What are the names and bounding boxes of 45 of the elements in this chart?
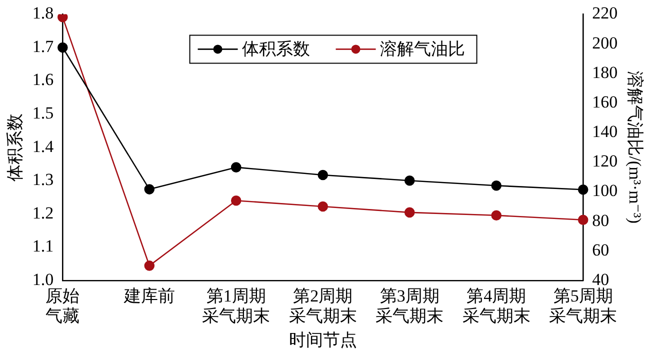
point (144, 260, 155, 271)
point (578, 214, 588, 225)
point (318, 201, 328, 212)
point (404, 207, 415, 218)
y-tick-label: 1.7 (32, 36, 54, 56)
point (144, 184, 155, 194)
y-tick-label: 1.6 (32, 70, 54, 90)
point (491, 210, 502, 221)
x-tick-label: 第1周期采气期末 (202, 286, 270, 326)
y-tick-label: 1.0 (32, 270, 54, 289)
y2-tick-label: 60 (592, 240, 610, 260)
y-tick-label: 1.4 (32, 136, 54, 156)
y2-tick-label: 80 (592, 210, 610, 230)
point (404, 175, 415, 186)
y2-tick-label: 40 (592, 270, 610, 289)
point (230, 195, 242, 206)
y-tick-label: 1.3 (32, 170, 54, 190)
y2-tick-label: 140 (592, 122, 618, 142)
y-tick-label: 1.8 (32, 4, 54, 23)
point (578, 184, 588, 195)
y-tick-label: 1.5 (32, 104, 54, 123)
legend-label: 溶解气油比 (380, 40, 465, 59)
y2-tick-label: 120 (592, 152, 618, 171)
x-tick-label: 原始气藏 (46, 286, 80, 326)
point (318, 170, 328, 180)
x-tick-label: 第5周期采气期末 (549, 286, 618, 326)
y2-tick-label: 180 (592, 62, 618, 82)
x-tick-label: 第4周期采气期末 (462, 286, 530, 326)
y2-tick-label: 200 (592, 33, 618, 52)
y-tick-label: 1.2 (32, 203, 54, 222)
y2-tick-label: 220 (592, 4, 618, 23)
y-tick-label: 1.1 (32, 236, 54, 256)
x-tick-label: 建库前 (122, 286, 175, 306)
y2-axis-title: 溶解气油比/(m³·m⁻³) (625, 71, 644, 224)
point (58, 14, 68, 22)
y2-tick-label: 160 (592, 92, 618, 112)
point (491, 180, 502, 191)
point (58, 42, 68, 53)
legend-label: 体积系数 (242, 40, 310, 59)
x-tick-label: 第2周期采气期末 (288, 286, 357, 326)
y2-tick-label: 100 (592, 181, 618, 200)
y-axis-title: 体积系数 (6, 113, 25, 182)
x-tick-label: 第3周期采气期末 (376, 286, 444, 326)
point (230, 162, 242, 172)
x-axis-title: 时间节点 (288, 330, 357, 350)
